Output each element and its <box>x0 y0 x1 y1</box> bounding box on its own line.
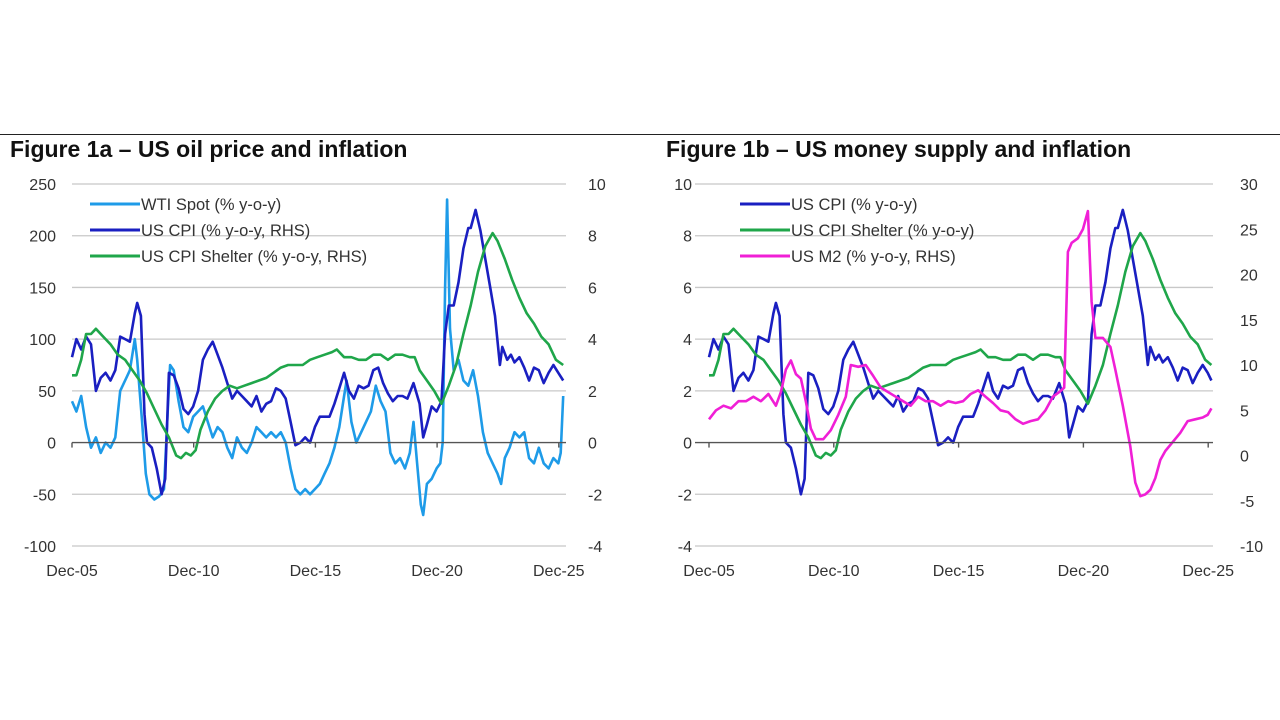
legend-label: US M2 (% y-o-y, RHS) <box>791 248 956 266</box>
x-tick-label: Dec-20 <box>411 563 463 580</box>
y-right-tick-label: 25 <box>1240 222 1258 239</box>
y-right-tick-label: -4 <box>588 539 602 556</box>
legend-label: US CPI (% y-o-y, RHS) <box>141 222 310 240</box>
legend-item: US CPI Shelter (% y-o-y) <box>740 222 974 240</box>
y-left-tick-label: 50 <box>38 384 56 401</box>
y-right-tick-label: 5 <box>1240 403 1249 420</box>
legend-label: US CPI Shelter (% y-o-y, RHS) <box>141 248 367 266</box>
y-right-tick-label: 10 <box>588 177 606 194</box>
x-tick-label: Dec-15 <box>290 563 342 580</box>
x-tick-label: Dec-10 <box>168 563 220 580</box>
y-left-tick-label: 250 <box>29 177 56 194</box>
y-left-tick-label: 8 <box>683 229 692 246</box>
y-left-tick-label: 200 <box>29 229 56 246</box>
y-left-tick-label: 0 <box>683 436 692 453</box>
y-right-tick-label: 30 <box>1240 177 1258 194</box>
y-right-tick-label: 8 <box>588 229 597 246</box>
x-tick-label: Dec-25 <box>533 563 585 580</box>
x-tick-label: Dec-25 <box>1182 563 1234 580</box>
y-left-tick-label: -2 <box>678 487 692 504</box>
legend-item: US CPI Shelter (% y-o-y, RHS) <box>90 248 367 266</box>
y-right-tick-label: 4 <box>588 332 597 349</box>
y-right-tick-label: 6 <box>588 280 597 297</box>
series-line-wti-spot-y-o-y <box>70 198 565 517</box>
y-left-tick-label: 100 <box>29 332 56 349</box>
y-right-tick-label: 0 <box>1240 449 1249 466</box>
y-left-tick-label: -100 <box>24 539 56 556</box>
legend-label: US CPI (% y-o-y) <box>791 196 918 214</box>
x-tick-label: Dec-20 <box>1058 563 1110 580</box>
y-right-tick-label: 0 <box>588 436 597 453</box>
legend-label: US CPI Shelter (% y-o-y) <box>791 222 974 240</box>
top-rule <box>0 134 1280 135</box>
y-right-tick-label: 2 <box>588 384 597 401</box>
series-line-us-m2-y-o-y-rhs <box>707 209 1213 498</box>
y-left-tick-label: 0 <box>47 436 56 453</box>
y-right-tick-label: -2 <box>588 487 602 504</box>
x-tick-label: Dec-10 <box>808 563 860 580</box>
y-left-tick-label: 4 <box>683 332 692 349</box>
legend-item: US CPI (% y-o-y) <box>740 196 918 214</box>
legend-label: WTI Spot (% y-o-y) <box>141 196 281 214</box>
x-tick-label: Dec-05 <box>683 563 735 580</box>
figure-1a-title: Figure 1a – US oil price and inflation <box>10 136 408 162</box>
y-right-tick-label: 10 <box>1240 358 1258 375</box>
y-left-tick-label: -50 <box>33 487 56 504</box>
series-line-us-cpi-shelter-y-o-y-rhs <box>72 231 564 460</box>
legend-item: WTI Spot (% y-o-y) <box>90 196 281 214</box>
figure-1b-title: Figure 1b – US money supply and inflatio… <box>666 136 1132 162</box>
series-line-us-cpi-shelter-y-o-y <box>709 231 1213 460</box>
y-left-tick-label: 150 <box>29 280 56 297</box>
legend-item: US M2 (% y-o-y, RHS) <box>740 248 956 266</box>
y-left-tick-label: -4 <box>678 539 692 556</box>
series-line-us-cpi-y-o-y <box>707 208 1213 496</box>
y-right-tick-label: -10 <box>1240 539 1263 556</box>
y-right-tick-label: 20 <box>1240 268 1258 285</box>
y-right-tick-label: -5 <box>1240 494 1254 511</box>
y-left-tick-label: 2 <box>683 384 692 401</box>
x-tick-label: Dec-05 <box>46 563 98 580</box>
x-tick-label: Dec-15 <box>933 563 985 580</box>
legend-item: US CPI (% y-o-y, RHS) <box>90 222 310 240</box>
figure-1a-chart: 250 200 150 100 50 0 -50 -100 10 8 6 4 2 0 -2 -4 Dec-05 D… <box>24 177 606 580</box>
y-right-tick-label: 15 <box>1240 313 1258 330</box>
series-line-us-cpi-y-o-y-rhs <box>70 208 565 496</box>
y-left-tick-label: 6 <box>683 280 692 297</box>
y-left-tick-label: 10 <box>674 177 692 194</box>
